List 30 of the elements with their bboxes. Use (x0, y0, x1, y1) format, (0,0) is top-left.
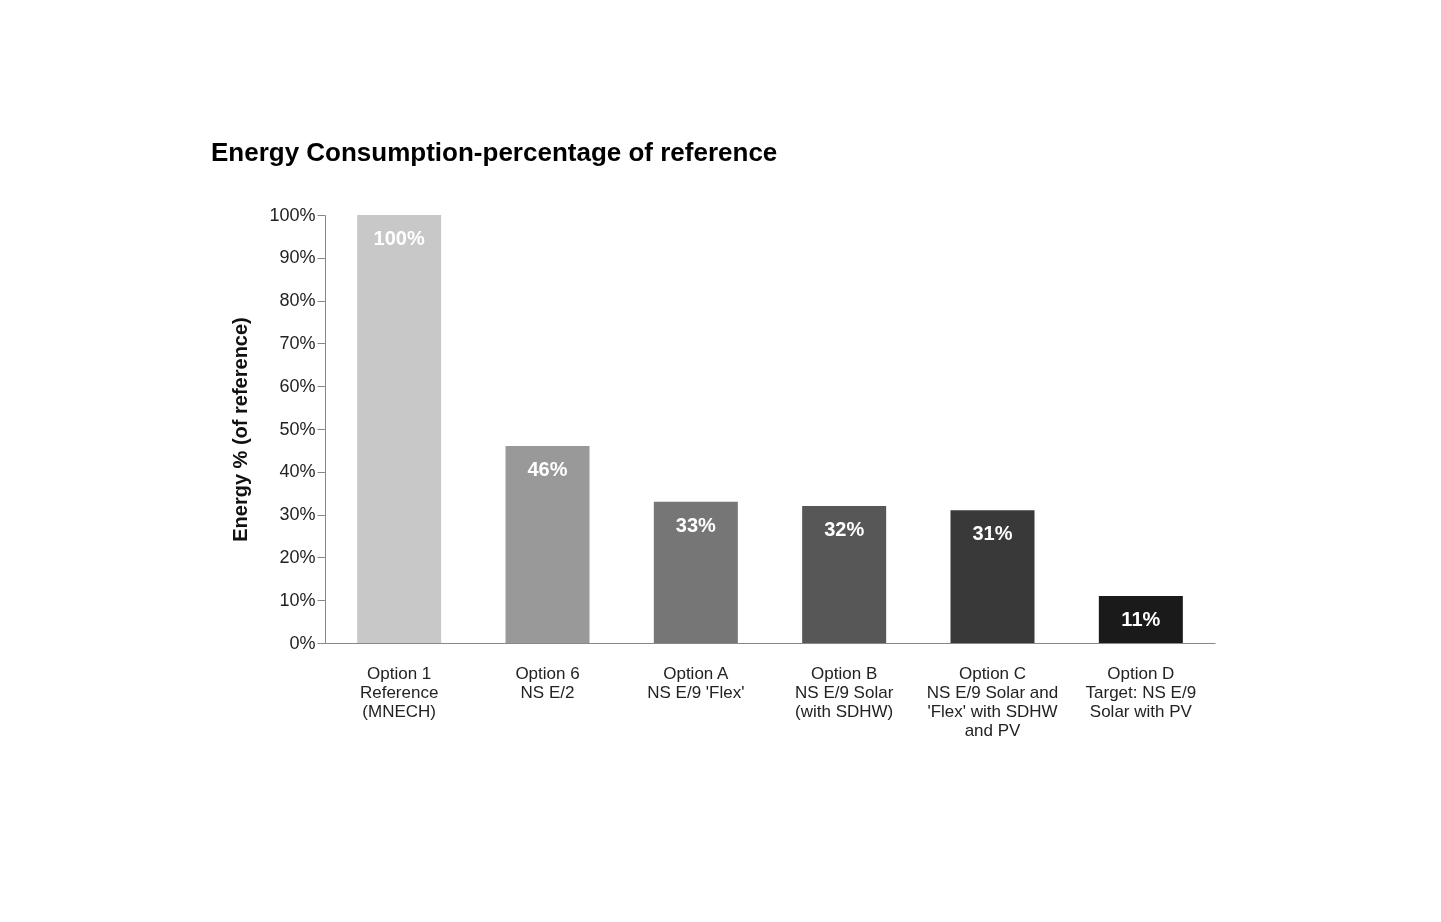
y-tick-label: 70% (279, 332, 316, 353)
data-label: 31% (972, 522, 1013, 545)
data-label: 46% (527, 458, 568, 481)
y-tick-label: 100% (269, 204, 316, 225)
x-tick-label: Option C NS E/9 Solar and 'Flex' with SDHW and PV (926, 663, 1059, 740)
data-label: 11% (1121, 607, 1161, 630)
x-tick-label: Option A NS E/9 'Flex' (647, 663, 745, 702)
bar (802, 506, 887, 643)
y-tick-label: 80% (279, 290, 316, 311)
x-tick-label: Option 1 Reference (MNECH) (359, 663, 439, 721)
y-axis-title: Energy % (of reference) (229, 317, 252, 542)
y-tick-label: 20% (279, 546, 316, 567)
x-tick-label: Option B NS E/9 Solar (with SDHW) (795, 663, 894, 721)
y-tick-label: 0% (289, 632, 316, 653)
bar (653, 501, 738, 643)
data-label: 32% (824, 518, 865, 541)
bar (357, 215, 442, 643)
y-tick-label: 40% (279, 461, 316, 482)
y-tick-label: 10% (279, 589, 316, 610)
x-tick-label: Option 6 NS E/2 (515, 663, 580, 702)
bar (505, 446, 590, 643)
y-tick-label: 90% (279, 247, 316, 268)
x-tick-label: Option D Target: NS E/9 Solar with PV (1085, 663, 1197, 721)
bar (1098, 595, 1183, 643)
chart-title: Energy Consumption-percentage of reference (210, 137, 778, 167)
bar (950, 510, 1035, 643)
y-tick-label: 30% (279, 504, 316, 525)
data-label: 33% (675, 513, 717, 536)
y-tick-label: 50% (279, 418, 316, 439)
y-tick-label: 60% (279, 375, 316, 396)
